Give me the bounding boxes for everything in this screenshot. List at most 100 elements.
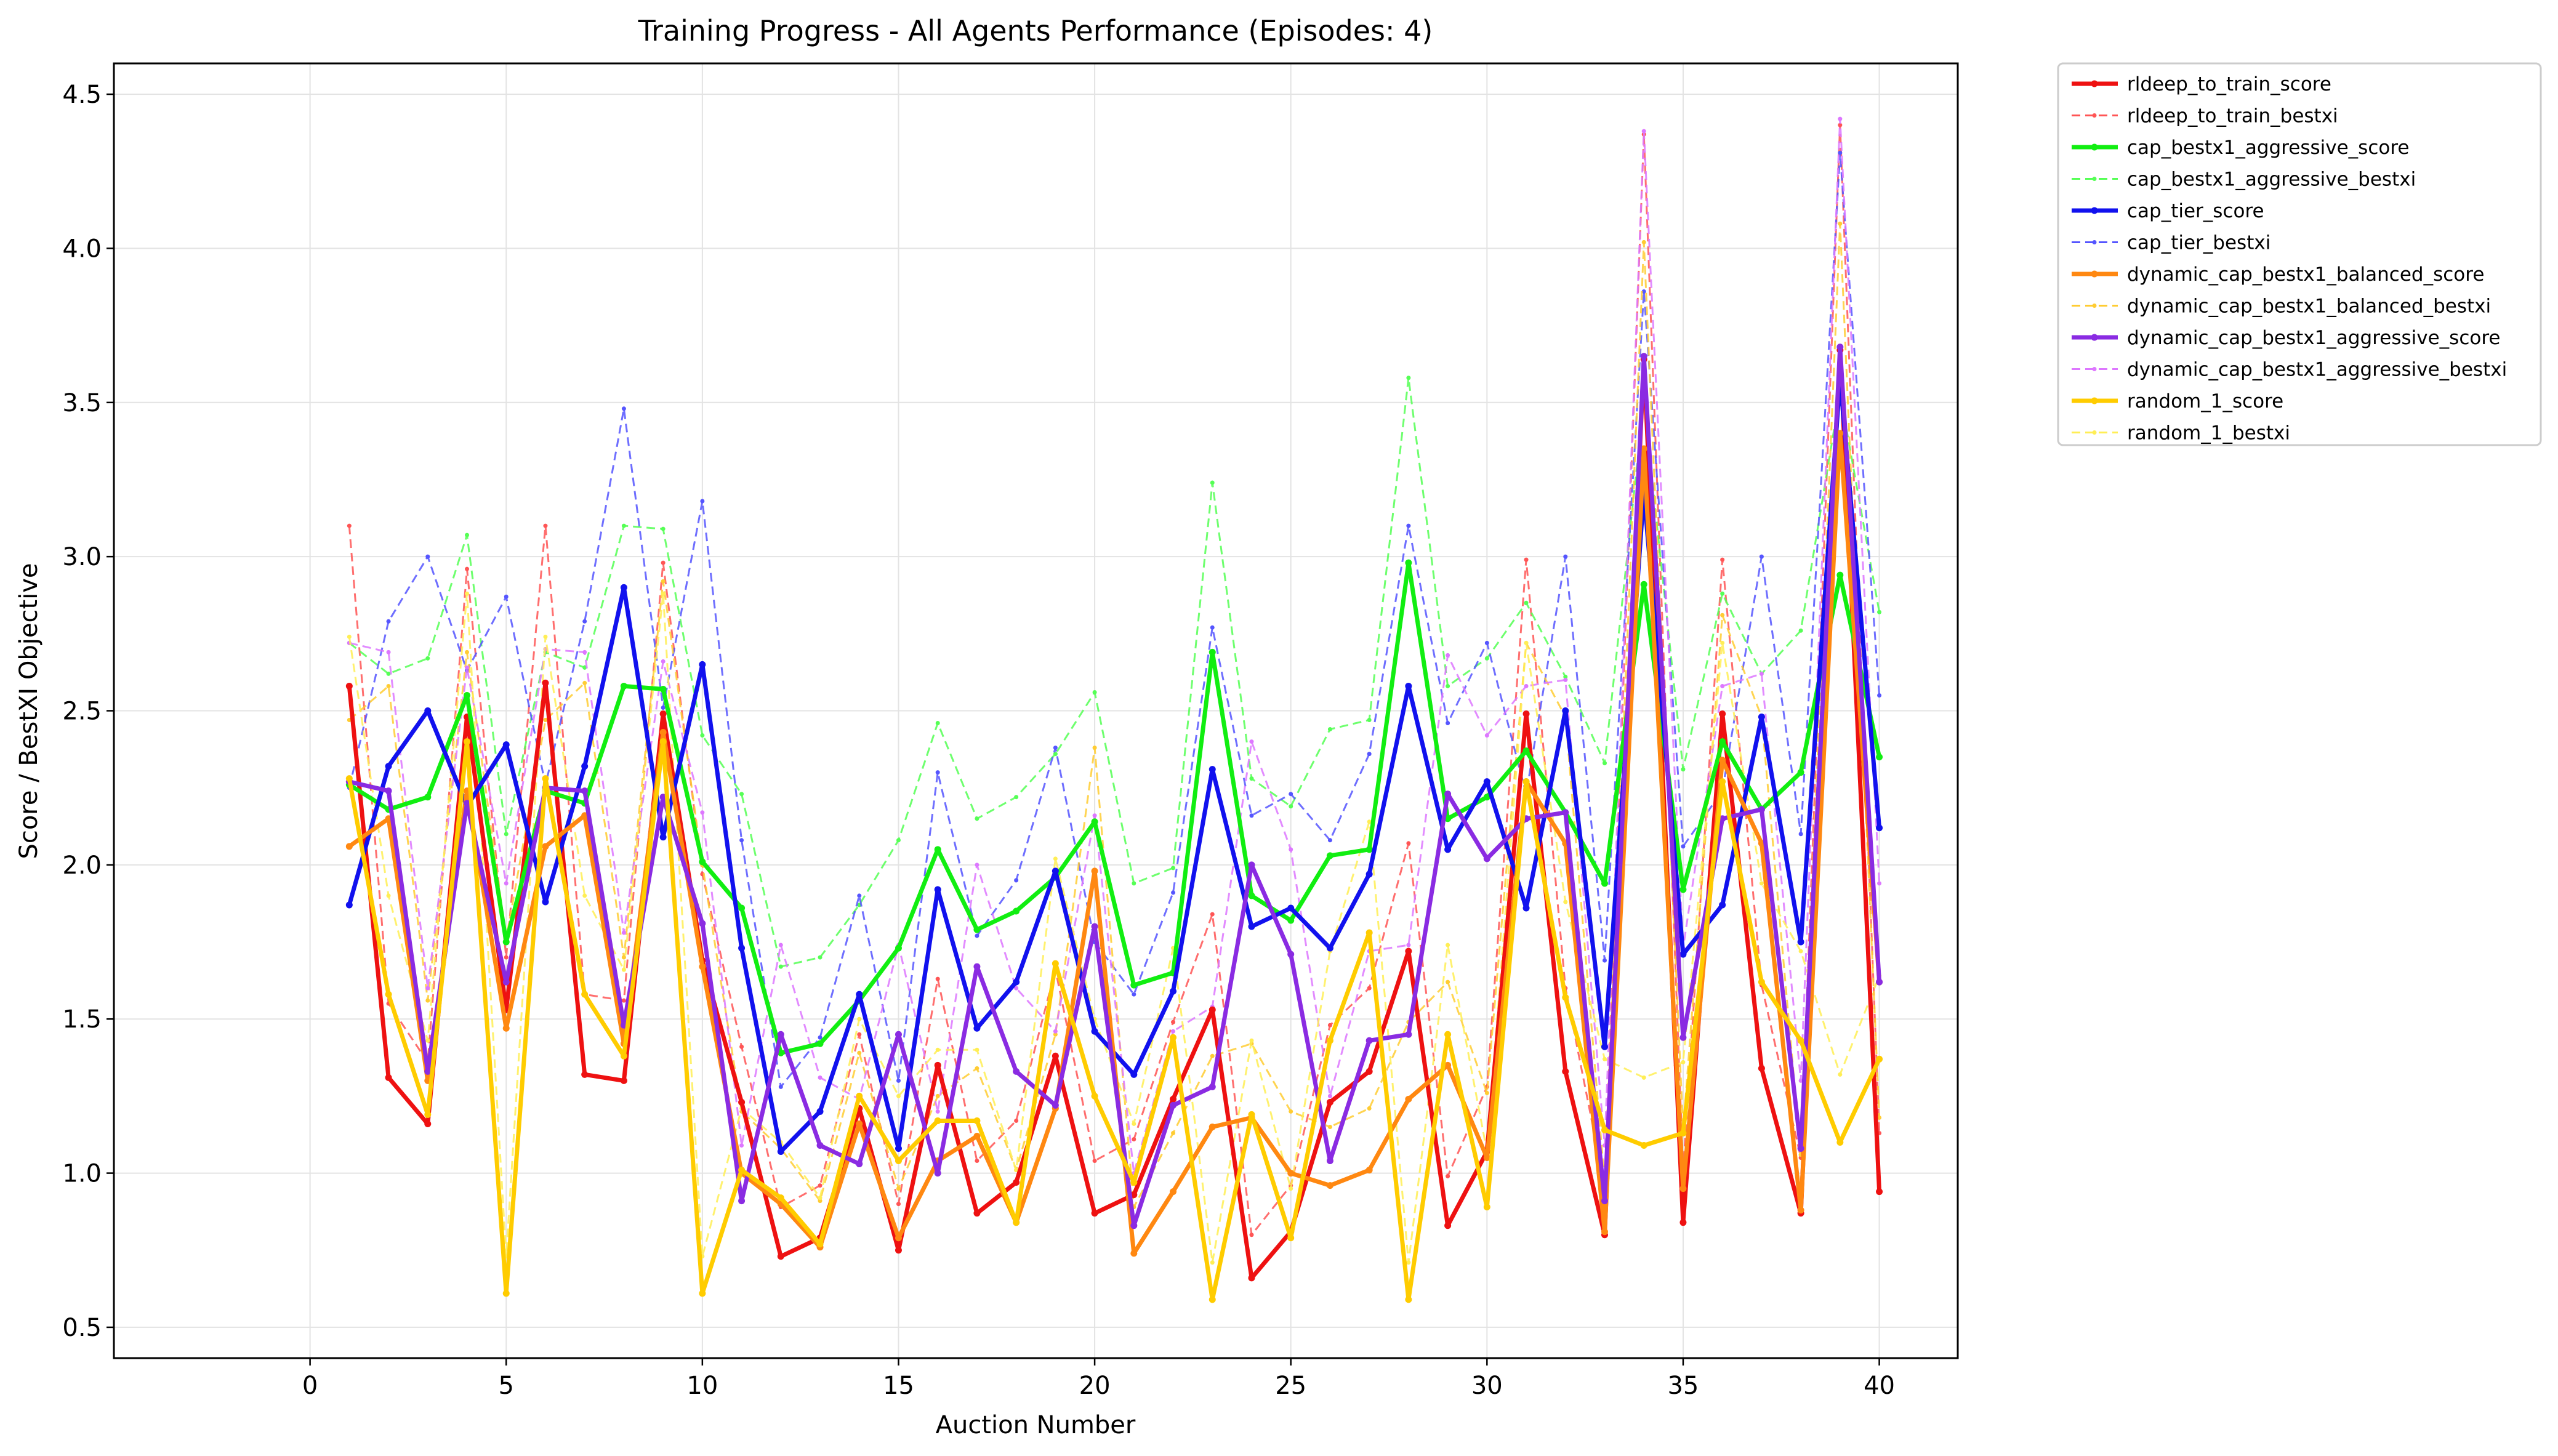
- data-point: [975, 863, 979, 867]
- data-point: [1287, 1170, 1295, 1177]
- data-point: [1091, 1092, 1098, 1100]
- data-point: [464, 738, 471, 746]
- legend-item: cap_bestx1_aggressive_score: [2072, 137, 2409, 159]
- legend-label: random_1_bestxi: [2127, 422, 2290, 444]
- data-point: [1444, 846, 1452, 853]
- data-point: [1797, 1207, 1804, 1214]
- data-point: [1130, 981, 1138, 989]
- data-point: [896, 1202, 901, 1207]
- data-point: [1720, 557, 1725, 562]
- data-point: [542, 898, 549, 906]
- data-point: [1248, 923, 1255, 930]
- data-point: [1130, 1222, 1138, 1229]
- data-point: [1759, 554, 1764, 559]
- legend-label: random_1_score: [2127, 390, 2283, 412]
- y-axis-label: Score / BestXI Objective: [15, 563, 43, 859]
- data-point: [582, 619, 587, 624]
- data-point: [1326, 852, 1333, 859]
- data-point: [818, 1183, 823, 1188]
- data-point: [1405, 947, 1412, 955]
- data-point: [1171, 866, 1176, 871]
- data-point: [424, 1120, 432, 1127]
- data-point: [1641, 289, 1646, 294]
- data-point: [504, 832, 509, 837]
- data-point: [1171, 1130, 1176, 1135]
- data-point: [1836, 430, 1844, 437]
- data-point: [935, 770, 940, 775]
- data-point: [1758, 978, 1765, 986]
- data-point: [1838, 116, 1843, 121]
- data-point: [1444, 790, 1452, 798]
- data-point: [347, 718, 352, 723]
- data-point: [465, 533, 470, 537]
- data-point: [1367, 986, 1372, 991]
- data-point: [739, 1044, 744, 1049]
- data-point: [542, 679, 549, 686]
- data-point: [975, 933, 979, 938]
- data-point: [1092, 690, 1097, 694]
- data-point: [345, 843, 353, 850]
- legend-label: cap_tier_bestxi: [2127, 232, 2270, 254]
- data-point: [1562, 809, 1569, 816]
- data-point: [1289, 1109, 1293, 1114]
- data-point: [620, 1077, 627, 1084]
- data-point: [1365, 1037, 1373, 1044]
- data-point: [1248, 1111, 1255, 1118]
- data-point: [1681, 767, 1686, 772]
- data-point: [895, 944, 902, 952]
- data-point: [1249, 813, 1254, 818]
- data-point: [1405, 1095, 1412, 1103]
- data-point: [1798, 949, 1803, 954]
- data-point: [1365, 929, 1373, 936]
- data-point: [1327, 838, 1332, 843]
- data-point: [818, 1199, 823, 1204]
- data-point: [973, 1117, 981, 1124]
- data-point: [1053, 1029, 1058, 1034]
- data-point: [1876, 824, 1883, 832]
- data-point: [856, 1120, 863, 1127]
- data-point: [1210, 1053, 1215, 1058]
- data-point: [1563, 677, 1568, 682]
- data-point: [934, 1061, 941, 1069]
- data-point: [739, 1143, 744, 1148]
- data-point: [424, 1111, 432, 1118]
- data-point: [1681, 1060, 1686, 1064]
- data-point: [1289, 1186, 1293, 1191]
- data-point: [816, 1241, 824, 1248]
- data-point: [1484, 656, 1489, 661]
- data-point: [1446, 653, 1450, 658]
- data-point: [1405, 682, 1412, 690]
- data-point: [1446, 979, 1450, 984]
- data-point: [1798, 832, 1803, 837]
- data-point: [504, 955, 509, 960]
- data-point: [738, 944, 746, 952]
- data-point: [1130, 1250, 1138, 1257]
- legend-label: dynamic_cap_bestx1_balanced_score: [2127, 263, 2484, 286]
- data-point: [699, 963, 706, 970]
- data-point: [1209, 648, 1216, 656]
- data-point: [1601, 1197, 1608, 1205]
- data-point: [1367, 718, 1372, 723]
- data-point: [1014, 1168, 1019, 1173]
- data-point: [973, 963, 981, 970]
- data-point: [1287, 917, 1295, 924]
- data-point: [1327, 1093, 1332, 1098]
- data-point: [1602, 1056, 1607, 1061]
- data-point: [1013, 1068, 1020, 1075]
- data-point: [1287, 951, 1295, 958]
- legend: rldeep_to_train_score rldeep_to_train_bes…: [2057, 62, 2542, 446]
- data-point: [1170, 1034, 1177, 1041]
- data-point: [975, 1159, 979, 1164]
- data-point: [504, 881, 509, 886]
- data-point: [464, 691, 471, 699]
- data-point: [1130, 1179, 1138, 1186]
- data-point: [659, 710, 667, 718]
- data-point: [856, 991, 863, 998]
- legend-item: rldeep_to_train_score: [2072, 73, 2331, 95]
- data-point: [1170, 1095, 1177, 1103]
- data-point: [620, 682, 627, 690]
- data-point: [1524, 557, 1529, 562]
- data-point: [818, 1035, 823, 1040]
- y-tick-label: 2.0: [62, 851, 102, 880]
